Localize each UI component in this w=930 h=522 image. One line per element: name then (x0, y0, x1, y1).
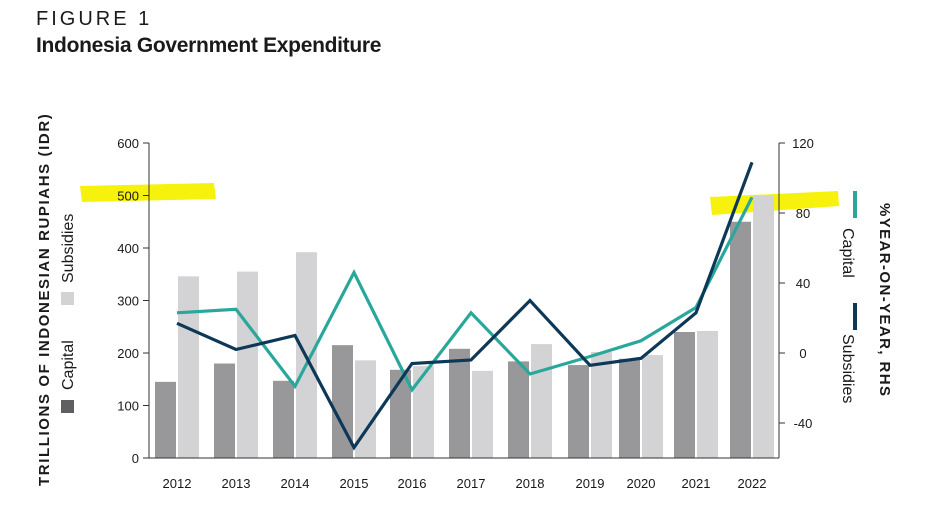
y-left-tick-label: 500 (117, 189, 139, 204)
bar-subsidies-2022 (753, 195, 774, 458)
line-capital (176, 196, 754, 393)
y-left-tick-label: 300 (117, 294, 139, 309)
x-tick-label: 2020 (627, 476, 656, 491)
bar-subsidies-2018 (531, 344, 552, 458)
bar-capital-2015 (332, 345, 353, 458)
bar-capital-2014 (273, 380, 294, 458)
legend-left-capital-label: Capital (60, 340, 77, 390)
x-tick-label: 2021 (682, 476, 711, 491)
x-tick-label: 2017 (457, 476, 486, 491)
x-tick-label: 2013 (222, 476, 251, 491)
bar-subsidies-2013 (237, 271, 258, 458)
bars (155, 195, 774, 458)
bar-subsidies-2021 (697, 330, 718, 458)
bar-capital-2018 (508, 361, 529, 458)
x-tick-label: 2019 (576, 476, 605, 491)
bar-subsidies-2012 (178, 276, 199, 458)
bar-subsidies-2017 (472, 370, 493, 458)
x-tick-label: 2015 (340, 476, 369, 491)
bar-capital-2021 (674, 332, 695, 458)
y-left-tick-label: 0 (132, 451, 139, 466)
bar-capital-2020 (619, 358, 640, 458)
y-right-tick-label: -40 (794, 416, 813, 431)
line-subsidies (176, 161, 754, 451)
legend-right-subsidies-label: Subsidies (839, 334, 856, 403)
y-left-tick-label: 200 (117, 346, 139, 361)
legend-left-subsidies-swatch (61, 292, 74, 305)
lines (176, 161, 754, 451)
legend-right-capital-label: Capital (839, 228, 856, 278)
y-axis-left-title: TRILLIONS OF INDONESIAN RUPIAHS (IDR) (36, 113, 53, 486)
highlight-mark-left (80, 183, 216, 202)
figure-label: FIGURE 1 (36, 8, 153, 30)
legend-left-capital-swatch (61, 400, 74, 413)
axes: 0 100 200 300 400 500 600 -40 0 40 80 120 2012 2013 20… (117, 136, 814, 491)
y-right-tick-label: 0 (799, 346, 806, 361)
bar-capital-2017 (449, 348, 470, 458)
y-axis-right-title: %YEAR-ON-YEAR, RHS (876, 203, 893, 397)
y-right-tick-label: 40 (796, 276, 810, 291)
bar-capital-2012 (155, 381, 176, 458)
x-tick-label: 2016 (398, 476, 427, 491)
bar-subsidies-2019 (591, 351, 612, 458)
bar-capital-2019 (568, 365, 589, 458)
y-right-tick-label: 80 (796, 206, 810, 221)
y-left-tick-label: 400 (117, 241, 139, 256)
y-left-tick-label: 100 (117, 399, 139, 414)
legend-left-subsidies-label: Subsidies (60, 214, 77, 283)
bar-subsidies-2020 (642, 355, 663, 458)
x-tick-label: 2014 (281, 476, 310, 491)
y-left-tick-label: 600 (117, 136, 139, 151)
y-right-tick-label: 120 (792, 136, 814, 151)
bar-capital-2016 (390, 369, 411, 458)
x-tick-label: 2012 (163, 476, 192, 491)
bar-subsidies-2015 (355, 360, 376, 458)
x-tick-label: 2022 (738, 476, 767, 491)
highlight-mark-right (710, 191, 839, 215)
bar-subsidies-2016 (413, 366, 434, 458)
x-tick-label: 2018 (516, 476, 545, 491)
chart-title: Indonesia Government Expenditure (36, 34, 382, 57)
bar-capital-2013 (214, 363, 235, 458)
bar-capital-2022 (730, 221, 751, 458)
